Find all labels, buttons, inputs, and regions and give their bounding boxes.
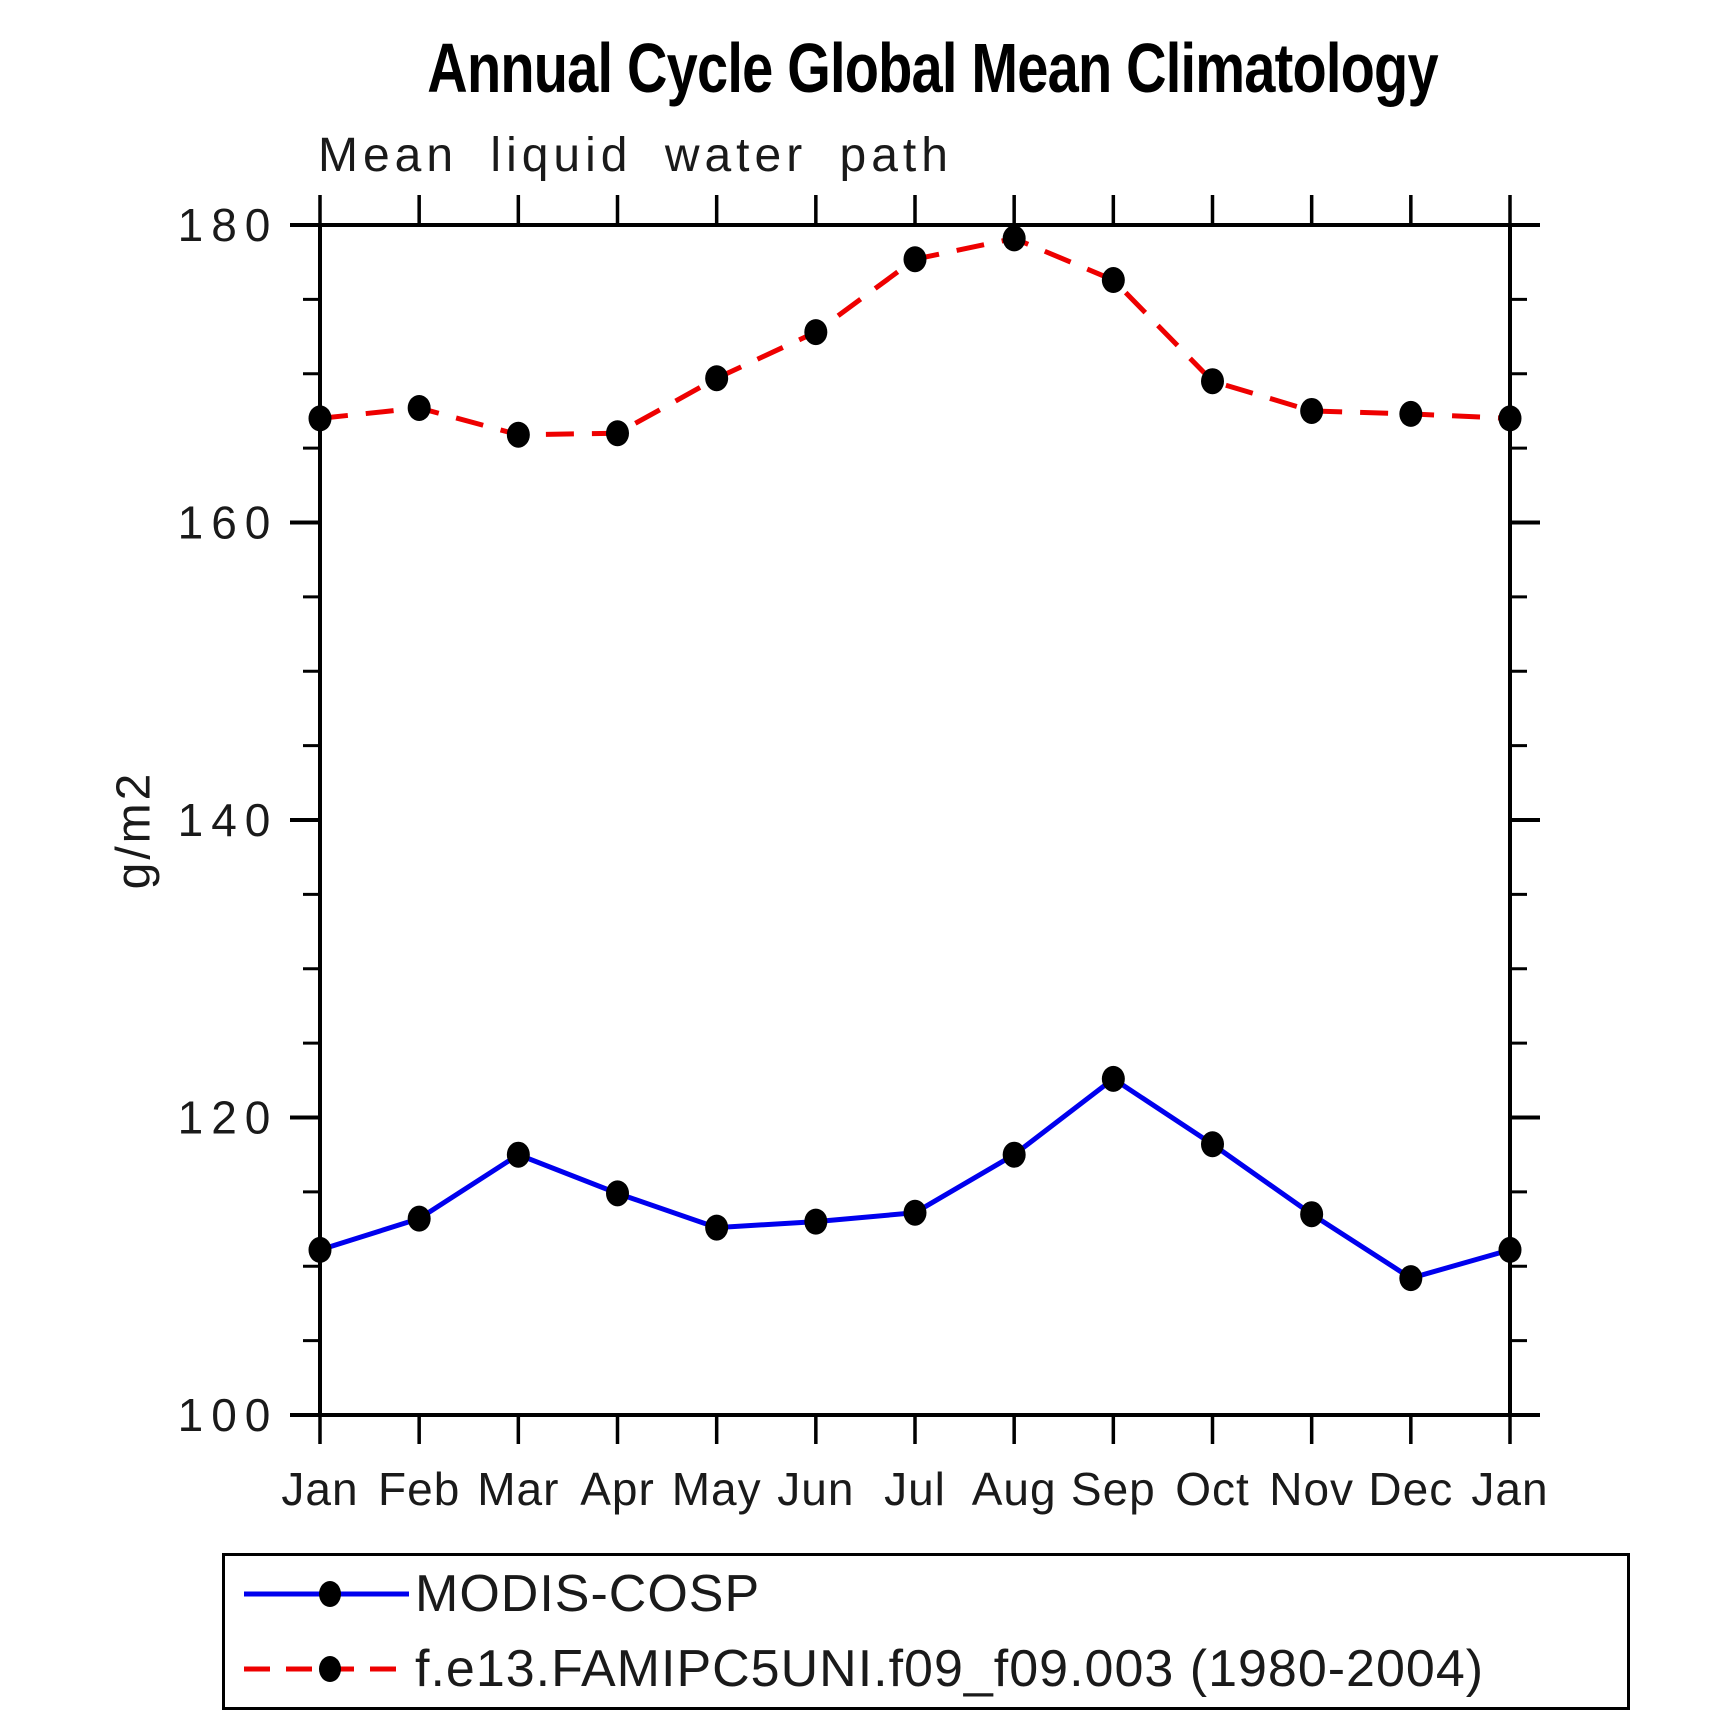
axis-frame (318, 223, 1512, 1417)
data-point-marker (407, 394, 431, 421)
data-point-marker (606, 1180, 629, 1207)
legend-marker-dot (319, 1656, 341, 1683)
data-point-marker (705, 365, 729, 392)
x-tick-label: May (672, 1463, 762, 1515)
legend-label-modis: MODIS-COSP (415, 1564, 761, 1623)
chart-title: Annual Cycle Global Mean Climatology (278, 28, 1588, 108)
y-tick-label: 180 (178, 199, 279, 251)
series-line-modis (319, 1075, 1511, 1281)
legend-row-modis: MODIS-COSP (233, 1568, 1627, 1620)
data-point-marker (1002, 225, 1026, 252)
legend-marker-dot (319, 1580, 341, 1607)
x-tick-label: Oct (1175, 1463, 1250, 1515)
x-tick-label: Sep (1071, 1463, 1156, 1515)
data-point-marker (903, 1199, 927, 1226)
data-point-marker (1399, 400, 1423, 427)
legend-sample-dashed-line-icon (244, 1656, 409, 1683)
data-point-marker (1399, 1265, 1423, 1292)
y-tick-label: 160 (178, 497, 279, 549)
x-tick-label: Nov (1269, 1463, 1354, 1515)
data-point-marker (705, 1214, 729, 1241)
data-point-marker (1201, 1131, 1224, 1158)
data-point-marker (407, 1205, 431, 1232)
data-point-marker (506, 1141, 530, 1168)
data-point-marker (804, 1208, 828, 1235)
data-point-marker (1300, 397, 1324, 424)
data-point-marker (1498, 1236, 1522, 1263)
x-tick-label: Jan (1471, 1463, 1548, 1515)
y-tick-label: 120 (178, 1092, 279, 1144)
legend-sample-solid-line-icon (244, 1580, 409, 1607)
data-point-marker (606, 420, 629, 447)
data-point-marker (506, 421, 530, 448)
y-tick-label: 140 (178, 794, 279, 846)
x-tick-label: Feb (378, 1463, 460, 1515)
data-point-marker (308, 405, 332, 432)
data-point-marker (903, 246, 927, 273)
y-tick-label: 100 (178, 1389, 279, 1441)
x-tick-label: Apr (580, 1463, 655, 1515)
data-point-marker (1498, 405, 1522, 432)
data-point-marker (1300, 1201, 1324, 1228)
x-tick-label: Dec (1368, 1463, 1453, 1515)
chart-subtitle: Mean liquid water path (318, 129, 953, 182)
x-tick-label: Jun (777, 1463, 854, 1515)
chart-title-text: Annual Cycle Global Mean Climatology (427, 29, 1439, 107)
x-tick-label: Jan (281, 1463, 358, 1515)
data-point-marker (1002, 1141, 1026, 1168)
data-point-marker (1101, 1065, 1125, 1092)
legend-label-model: f.e13.FAMIPC5UNI.f09_f09.003 (1980-2004) (415, 1640, 1485, 1699)
data-point-marker (1101, 267, 1125, 294)
data-point-marker (308, 1236, 332, 1263)
data-point-marker (1201, 368, 1224, 395)
x-tick-label: Mar (477, 1463, 559, 1515)
legend-row-model: f.e13.FAMIPC5UNI.f09_f09.003 (1980-2004) (233, 1643, 1627, 1695)
data-point-marker (804, 319, 828, 346)
x-tick-label: Jul (884, 1463, 946, 1515)
legend: MODIS-COSP f.e13.FAMIPC5UNI.f09_f09.003 … (222, 1553, 1630, 1710)
x-tick-label: Aug (972, 1463, 1057, 1515)
